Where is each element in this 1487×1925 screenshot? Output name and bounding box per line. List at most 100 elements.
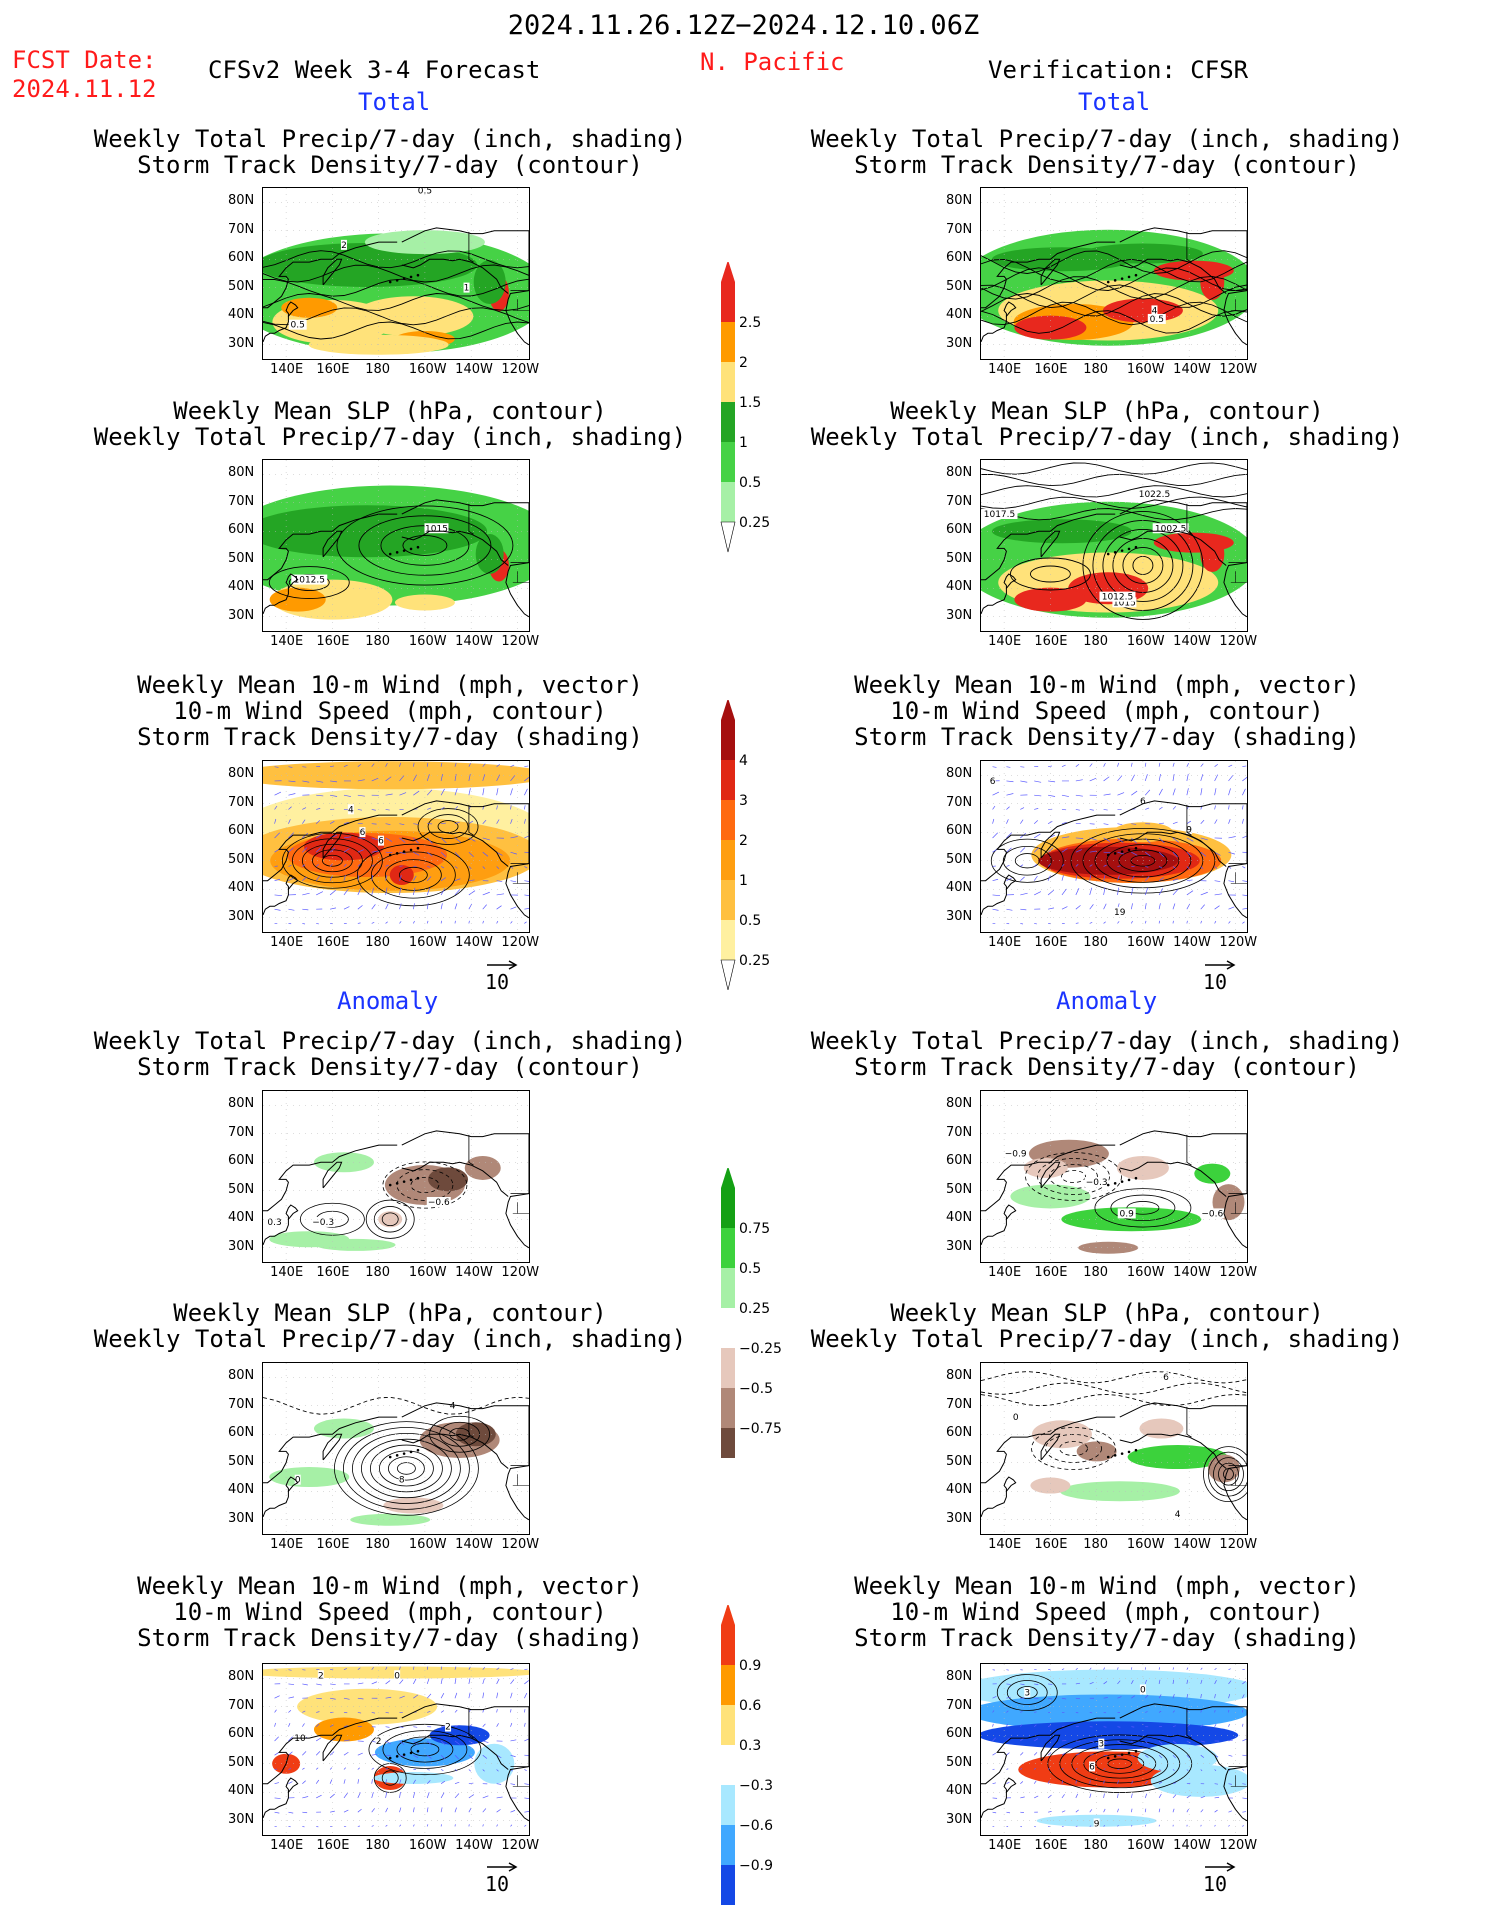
graticule — [981, 1363, 1247, 1534]
lat-tick-label: 40N — [946, 1210, 973, 1226]
coastlines — [263, 1402, 529, 1521]
lat-tick-label: 70N — [946, 1124, 973, 1140]
zonal-contours — [981, 462, 1247, 521]
lon-tick-label: 120W — [501, 1537, 540, 1552]
colorbar-cap-top — [721, 700, 735, 720]
panel11-title-line2: 10-m Wind Speed (mph, contour) — [173, 1598, 607, 1626]
lat-tick-label: 50N — [946, 851, 973, 867]
graticule — [263, 460, 529, 631]
lon-tick-label: 180 — [365, 1265, 391, 1280]
anomaly-label-left: Anomaly — [337, 987, 439, 1015]
colorbar-label: 2.5 — [739, 315, 761, 331]
panel7-title-line1: Weekly Total Precip/7-day (inch, shading… — [93, 1027, 687, 1055]
contour-label: 0.5 — [418, 188, 432, 197]
contour-label: 8 — [399, 1476, 405, 1486]
lat-tick-label: 80N — [228, 193, 255, 209]
contour-label: 0 — [295, 1476, 301, 1486]
lon-tick-label: 160E — [1034, 634, 1068, 649]
colorbar-segment — [721, 322, 735, 362]
colorbar-label: −0.5 — [739, 1381, 773, 1397]
lat-tick-label: 30N — [228, 908, 255, 924]
panel12-title: Weekly Mean 10-m Wind (mph, vector) 10-m… — [767, 1573, 1447, 1651]
lon-tick-label: 160E — [316, 935, 350, 950]
lat-tick-label: 40N — [946, 579, 973, 595]
panel11-title-line1: Weekly Mean 10-m Wind (mph, vector) — [137, 1572, 643, 1600]
lon-tick-label: 160W — [1126, 1838, 1165, 1853]
lat-tick-label: 30N — [228, 335, 255, 351]
contour-label: 4 — [450, 1402, 456, 1412]
graticule — [981, 761, 1247, 932]
lat-tick-label: 60N — [228, 250, 255, 266]
colorbar-label: 3 — [739, 793, 748, 809]
contour-label: 0.9 — [1120, 1209, 1135, 1219]
contour-label: 2 — [376, 1737, 382, 1747]
lon-tick-label: 180 — [1083, 1537, 1109, 1552]
contour-labels: 0 6 4 — [1012, 1372, 1181, 1520]
contour-label: 3 — [1098, 1740, 1104, 1750]
vector-reference-left-total: 10 — [485, 960, 519, 994]
map-panel-cfsr-precip-storm-total: 4 0.5 — [980, 187, 1248, 360]
panel5-title: Weekly Mean 10-m Wind (mph, vector) 10-m… — [50, 672, 730, 750]
panel2-title: Weekly Total Precip/7-day (inch, shading… — [767, 126, 1447, 178]
panel11-title-line3: Storm Track Density/7-day (shading) — [137, 1624, 643, 1652]
coastlines — [263, 227, 529, 346]
lat-tick-label: 40N — [946, 880, 973, 896]
lon-tick-label: 160W — [1126, 1537, 1165, 1552]
vector-arrow-icon — [487, 1862, 518, 1872]
coastlines — [263, 800, 529, 919]
lat-tick-label: 40N — [228, 307, 255, 323]
colorbar-segment — [721, 1268, 735, 1308]
contour-label: 0.3 — [267, 1218, 281, 1228]
panel8-title: Weekly Total Precip/7-day (inch, shading… — [767, 1028, 1447, 1080]
contour-label: 1012.5 — [294, 576, 326, 586]
contour-label: 9 — [1186, 825, 1192, 835]
colorbar-segment — [721, 1865, 735, 1905]
lat-tick-label: 80N — [946, 1368, 973, 1384]
lat-tick-label: 70N — [946, 221, 973, 237]
lat-tick-label: 70N — [228, 221, 255, 237]
colorbar-segment — [721, 1745, 735, 1785]
colorbar-storm-total: 4 3 2 1 0.5 0.25 — [720, 700, 770, 990]
map-panel-fcst-precip-storm-total: 0.5 2 1 0.5 — [262, 187, 530, 360]
lon-tick-label: 140W — [455, 362, 493, 377]
lon-tick-label: 140W — [1173, 1265, 1211, 1280]
contour-label: 2 — [341, 241, 347, 251]
panel4-title-line2: Weekly Total Precip/7-day (inch, shading… — [810, 423, 1404, 451]
lon-tick-label: 140E — [988, 1537, 1022, 1552]
contour-labels: 40.5 — [1147, 305, 1166, 325]
lat-tick-label: 50N — [228, 550, 255, 566]
contour-label: −0.3 — [1086, 1178, 1108, 1188]
lat-tick-label: 30N — [946, 1811, 973, 1827]
contour-label: −0.9 — [1005, 1150, 1027, 1160]
panel3-title-line2: Weekly Total Precip/7-day (inch, shading… — [93, 423, 687, 451]
colorbar-label: −0.6 — [739, 1818, 773, 1834]
lon-tick-label: 140W — [455, 1265, 493, 1280]
lat-tick-label: 50N — [946, 550, 973, 566]
contour-label: 1015 — [1113, 598, 1136, 608]
map-panel-fcst-slp-precip-total: 1015 1012.5 — [262, 459, 530, 632]
graticule — [263, 188, 529, 359]
contour-label: 4 — [1175, 1510, 1181, 1520]
lon-tick-label: 120W — [1219, 634, 1258, 649]
coastlines — [981, 499, 1247, 618]
vector-reference-right-anom: 10 — [1203, 1862, 1237, 1896]
colorbar-segment — [721, 442, 735, 482]
panel10-title: Weekly Mean SLP (hPa, contour) Weekly To… — [767, 1300, 1447, 1352]
lon-tick-label: 160W — [408, 935, 447, 950]
graticule — [263, 1363, 529, 1534]
colorbar-label: 0.6 — [739, 1698, 761, 1714]
lat-tick-label: 50N — [228, 278, 255, 294]
lat-tick-label: 70N — [228, 1697, 255, 1713]
lon-tick-label: 160W — [408, 1265, 447, 1280]
panel4-title: Weekly Mean SLP (hPa, contour) Weekly To… — [767, 398, 1447, 450]
lon-tick-label: 160E — [316, 634, 350, 649]
panel10-title-line2: Weekly Total Precip/7-day (inch, shading… — [810, 1325, 1404, 1353]
lat-tick-label: 30N — [946, 607, 973, 623]
contours — [268, 505, 514, 600]
colorbar-label: 0.5 — [739, 475, 761, 491]
panel5-title-line1: Weekly Mean 10-m Wind (mph, vector) — [137, 671, 643, 699]
lat-tick-label: 80N — [228, 1368, 255, 1384]
panel7-title: Weekly Total Precip/7-day (inch, shading… — [50, 1028, 730, 1080]
contour-labels: −0.9 −0.3 0.9 −0.6 — [1003, 1148, 1225, 1219]
